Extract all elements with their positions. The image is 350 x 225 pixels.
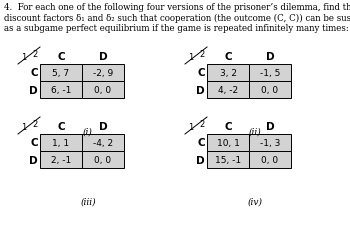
Text: -1, 5: -1, 5 [260,69,280,78]
Text: C: C [57,121,65,131]
Text: 6, -1: 6, -1 [51,86,71,94]
Text: 1: 1 [188,53,193,62]
Text: as a subgame perfect equilibrium if the game is repeated infinitely many times:: as a subgame perfect equilibrium if the … [4,24,349,33]
Bar [207,134,249,151]
Text: C: C [30,68,38,78]
Text: 2: 2 [200,50,205,59]
Text: C: C [30,138,38,148]
Bar [207,82,249,99]
Text: 2: 2 [200,119,205,128]
Text: -4, 2: -4, 2 [93,138,113,147]
Text: 3, 2: 3, 2 [219,69,237,78]
Text: 15, -1: 15, -1 [215,155,241,164]
Bar [40,151,82,168]
Bar [207,65,249,82]
Text: D: D [266,51,274,61]
Text: D: D [99,51,107,61]
Text: C: C [224,121,232,131]
Text: 5, 7: 5, 7 [52,69,70,78]
Bar [40,82,82,99]
Text: 0, 0: 0, 0 [261,155,279,164]
Text: (i): (i) [83,127,93,136]
Text: (iv): (iv) [247,197,262,206]
Text: 1, 1: 1, 1 [52,138,70,147]
Text: 2, -1: 2, -1 [51,155,71,164]
Bar [82,82,124,99]
Text: (iii): (iii) [80,197,96,206]
Text: 2: 2 [33,50,38,59]
Bar [249,82,291,99]
Bar [82,65,124,82]
Text: 0, 0: 0, 0 [261,86,279,94]
Bar [249,134,291,151]
Text: 10, 1: 10, 1 [217,138,239,147]
Bar [40,65,82,82]
Text: C: C [224,51,232,61]
Text: D: D [196,155,205,165]
Text: 4.  For each one of the following four versions of the prisoner’s dilemma, find : 4. For each one of the following four ve… [4,3,350,12]
Text: 2: 2 [33,119,38,128]
Text: 1: 1 [21,53,26,62]
Text: C: C [57,51,65,61]
Bar [207,151,249,168]
Text: (ii): (ii) [248,127,261,136]
Text: C: C [197,138,205,148]
Text: D: D [196,85,205,95]
Text: -2, 9: -2, 9 [93,69,113,78]
Text: -1, 3: -1, 3 [260,138,280,147]
Text: D: D [266,121,274,131]
Bar [82,151,124,168]
Text: D: D [29,85,38,95]
Text: discount factors δ₁ and δ₂ such that cooperation (the outcome (C, C)) can be sus: discount factors δ₁ and δ₂ such that coo… [4,14,350,22]
Text: 4, -2: 4, -2 [218,86,238,94]
Bar [249,151,291,168]
Bar [82,134,124,151]
Bar [249,65,291,82]
Text: 0, 0: 0, 0 [94,155,112,164]
Bar [40,134,82,151]
Text: C: C [197,68,205,78]
Text: 1: 1 [188,122,193,131]
Text: D: D [99,121,107,131]
Text: 1: 1 [21,122,26,131]
Text: D: D [29,155,38,165]
Text: 0, 0: 0, 0 [94,86,112,94]
